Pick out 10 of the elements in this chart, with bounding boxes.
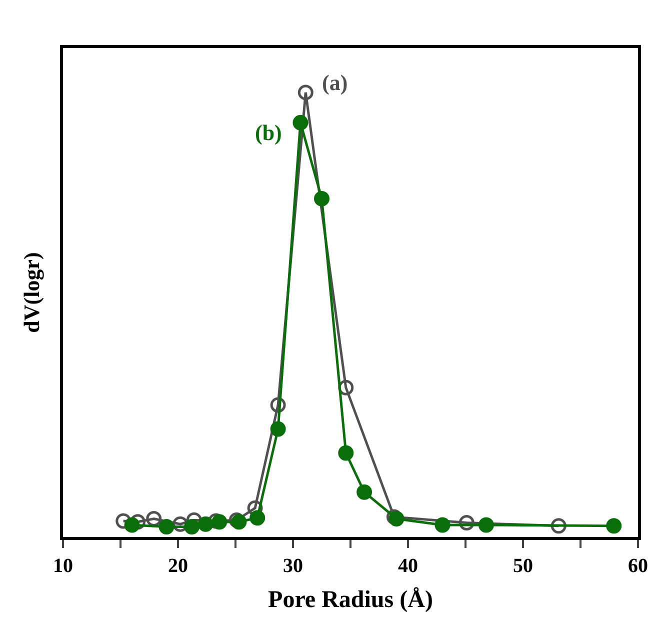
x-axis-title: Pore Radius (Å) [268,587,433,614]
x-tick-label: 40 [398,554,418,577]
x-tick-label: 30 [283,554,303,577]
y-axis-title: dV(logr) [19,252,44,333]
x-tick-label: 10 [53,554,73,577]
x-tick-label: 20 [168,554,188,577]
x-tick-label: 50 [513,554,533,577]
x-tick-label: 60 [628,554,648,577]
series-label: (b) [255,120,282,145]
series-label: (a) [322,70,348,95]
